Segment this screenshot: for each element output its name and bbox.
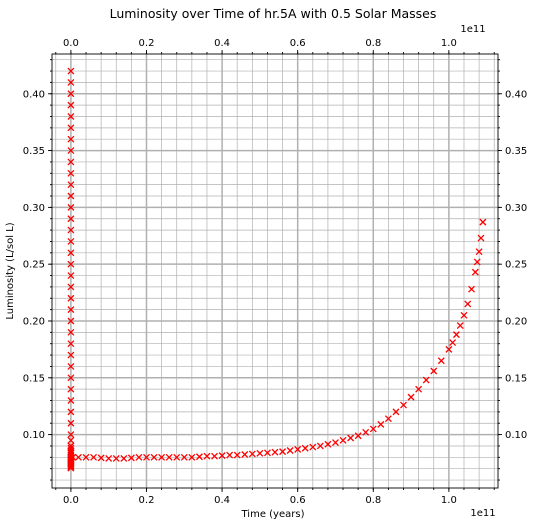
y-right-tick-label: 0.15 bbox=[505, 373, 527, 384]
y-tick-label: 0.15 bbox=[23, 373, 45, 384]
x-top-tick-label: 1.0 bbox=[441, 38, 457, 49]
x-tick-label: 0.2 bbox=[139, 495, 155, 506]
x-tick-label: 1.0 bbox=[441, 495, 457, 506]
y-tick-label: 0.30 bbox=[23, 203, 45, 214]
y-right-tick-label: 0.10 bbox=[505, 430, 527, 441]
y-right-tick-label: 0.30 bbox=[505, 203, 527, 214]
y-tick-label: 0.20 bbox=[23, 316, 45, 327]
y-right-tick-label: 0.35 bbox=[505, 146, 527, 157]
y-right-tick-label: 0.40 bbox=[505, 89, 527, 100]
x-top-tick-label: 0.8 bbox=[365, 38, 381, 49]
y-right-tick-label: 0.20 bbox=[505, 316, 527, 327]
y-tick-label: 0.10 bbox=[23, 430, 45, 441]
x-tick-label: 0.8 bbox=[365, 495, 381, 506]
y-tick-label: 0.25 bbox=[23, 260, 45, 271]
y-tick-label: 0.35 bbox=[23, 146, 45, 157]
x-top-tick-label: 0.0 bbox=[63, 38, 79, 49]
y-tick-label: 0.40 bbox=[23, 89, 45, 100]
top-axis-offset-label: 1e11 bbox=[460, 24, 485, 35]
x-tick-label: 0.4 bbox=[214, 495, 230, 506]
bottom-axis-offset-label: 1e11 bbox=[470, 508, 495, 519]
y-right-tick-label: 0.25 bbox=[505, 260, 527, 271]
x-tick-label: 0.0 bbox=[63, 495, 79, 506]
x-top-tick-label: 0.6 bbox=[290, 38, 306, 49]
x-top-tick-label: 0.2 bbox=[139, 38, 155, 49]
chart-title: Luminosity over Time of hr.5A with 0.5 S… bbox=[110, 6, 437, 21]
x-top-tick-label: 0.4 bbox=[214, 38, 230, 49]
y-axis-label: Luminosity (L/sol L) bbox=[5, 222, 16, 319]
x-axis-label: Time (years) bbox=[241, 509, 305, 520]
x-tick-label: 0.6 bbox=[290, 495, 306, 506]
